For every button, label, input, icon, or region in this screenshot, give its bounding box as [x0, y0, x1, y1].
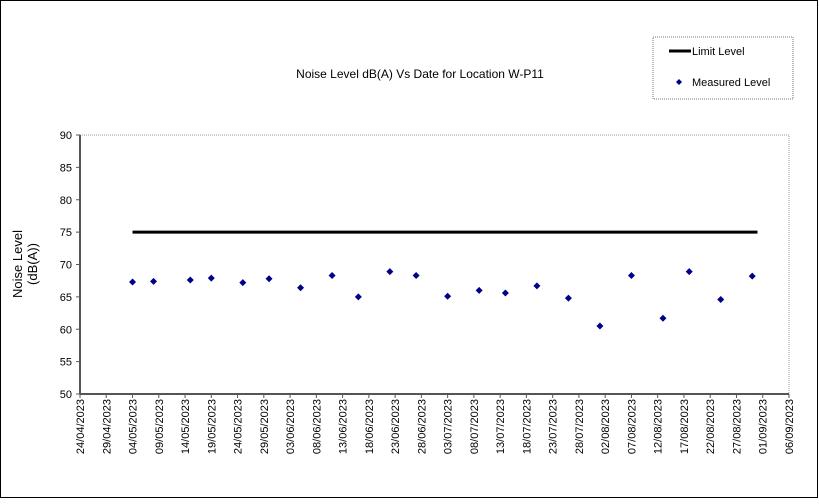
measured-level-point	[186, 276, 194, 284]
measured-level-point	[685, 268, 693, 276]
chart-title: Noise Level dB(A) Vs Date for Location W…	[296, 67, 544, 81]
x-tick-label: 14/05/2023	[180, 399, 192, 454]
y-tick-label: 65	[60, 292, 72, 304]
x-tick-label: 22/08/2023	[705, 399, 717, 454]
x-tick-label: 09/05/2023	[154, 399, 166, 454]
measured-level-point	[748, 272, 756, 280]
x-tick-label: 03/06/2023	[285, 399, 297, 454]
measured-level-point	[659, 314, 667, 322]
measured-level-point	[501, 289, 509, 297]
measured-level-point	[412, 272, 420, 280]
x-tick-label: 18/07/2023	[521, 399, 533, 454]
y-tick-label: 55	[60, 357, 72, 369]
y-axis-label-line-1: Noise Level	[10, 230, 25, 298]
x-tick-label: 06/09/2023	[784, 399, 796, 454]
measured-level-point	[150, 277, 158, 285]
legend: Limit Level Measured Level	[652, 36, 794, 100]
x-tick-label: 02/08/2023	[600, 399, 612, 454]
y-tick-label: 85	[60, 162, 72, 174]
y-tick-label: 90	[60, 130, 72, 142]
y-tick-label: 60	[60, 324, 72, 336]
x-tick-label: 07/08/2023	[626, 399, 638, 454]
measured-level-point	[239, 279, 247, 287]
legend-limit-label: Limit Level	[692, 46, 745, 58]
measured-level-point	[717, 295, 725, 303]
x-tick-label: 23/06/2023	[390, 399, 402, 454]
measured-level-point	[475, 286, 483, 294]
measured-level-point	[444, 292, 452, 300]
x-tick-label: 04/05/2023	[128, 399, 140, 454]
measured-level-point	[297, 284, 305, 292]
x-tick-label: 27/08/2023	[731, 399, 743, 454]
y-tick-label: 50	[60, 389, 72, 401]
legend-measured-marker	[676, 79, 682, 85]
x-tick-label: 08/07/2023	[469, 399, 481, 454]
y-tick-label: 80	[60, 195, 72, 207]
x-tick-label: 12/08/2023	[653, 399, 665, 454]
measured-level-point	[596, 322, 604, 330]
y-tick-label: 70	[60, 260, 72, 272]
x-tick-label: 29/04/2023	[101, 399, 113, 454]
measured-level-point	[328, 272, 336, 280]
x-tick-label: 28/06/2023	[416, 399, 428, 454]
y-tick-label: 75	[60, 227, 72, 239]
measured-level-point	[207, 274, 215, 282]
x-tick-label: 13/07/2023	[495, 399, 507, 454]
plot-area	[79, 134, 790, 395]
measured-level-point	[265, 275, 273, 283]
measured-level-point	[564, 294, 572, 302]
measured-level-point	[129, 278, 137, 286]
measured-level-point	[627, 272, 635, 280]
x-tick-label: 24/05/2023	[233, 399, 245, 454]
x-tick-label: 03/07/2023	[443, 399, 455, 454]
x-tick-label: 28/07/2023	[574, 399, 586, 454]
measured-level-point	[354, 293, 362, 301]
measured-level-point	[533, 282, 541, 290]
legend-box	[652, 36, 794, 100]
x-tick-label: 18/06/2023	[364, 399, 376, 454]
x-tick-label: 08/06/2023	[311, 399, 323, 454]
x-tick-label: 23/07/2023	[548, 399, 560, 454]
x-tick-label: 29/05/2023	[259, 399, 271, 454]
legend-measured-label: Measured Level	[692, 77, 770, 89]
x-tick-label: 19/05/2023	[206, 399, 218, 454]
x-tick-label: 01/09/2023	[758, 399, 770, 454]
x-tick-label: 17/08/2023	[679, 399, 691, 454]
x-tick-label: 24/04/2023	[75, 399, 87, 454]
y-axis-label: Noise Level (dB(A))	[10, 230, 40, 298]
measured-level-point	[386, 268, 394, 276]
x-tick-label: 13/06/2023	[338, 399, 350, 454]
y-axis-label-line-2: (dB(A))	[25, 243, 40, 285]
